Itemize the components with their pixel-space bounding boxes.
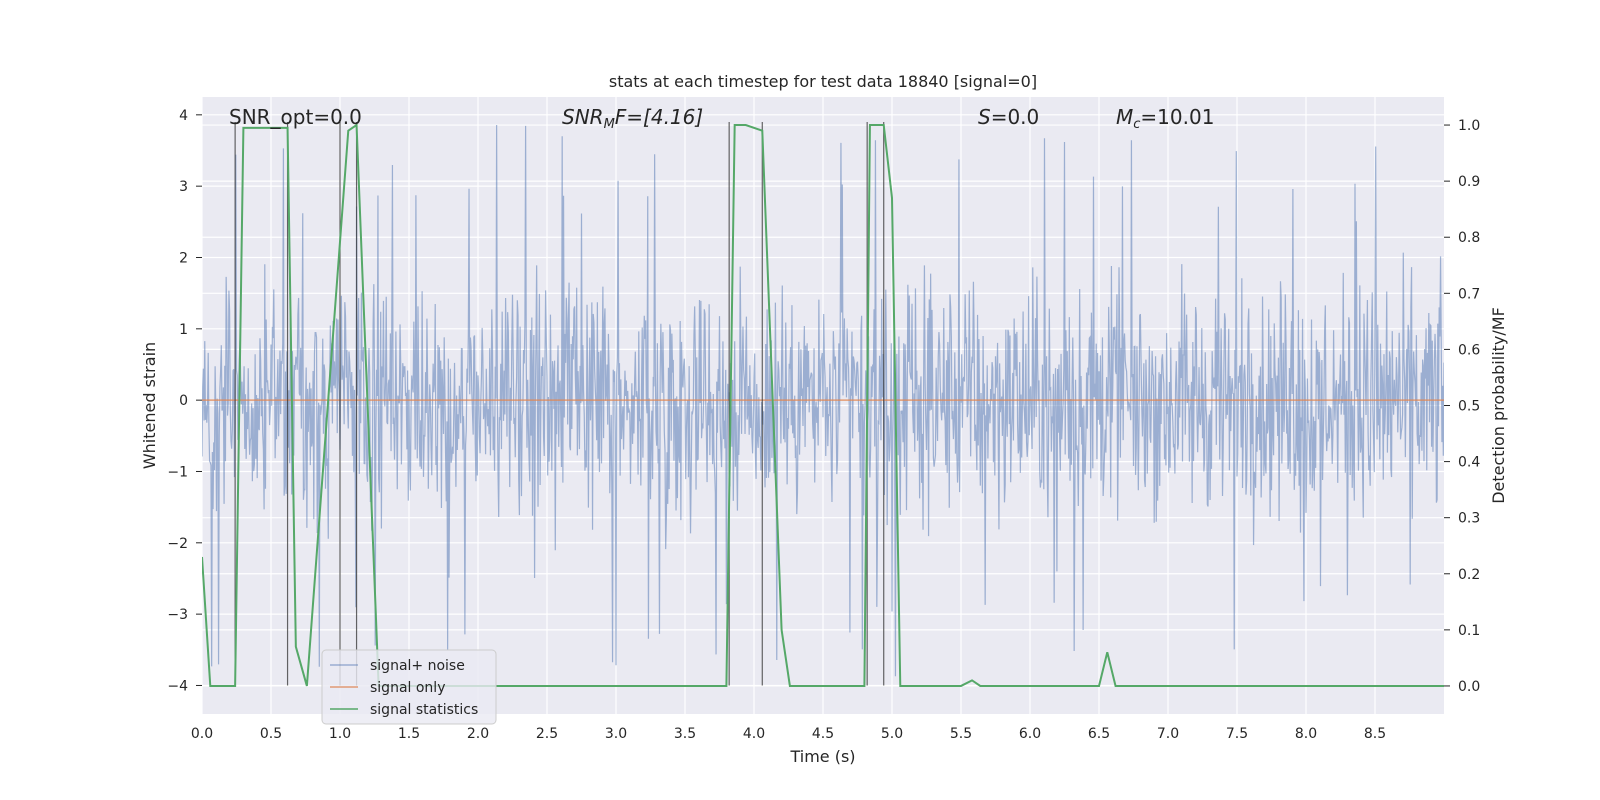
- y-tick-label-right: 0.8: [1458, 230, 1480, 246]
- axis-ticks: 0.0 0.5 1.0 1.5 2.0 2.5 3.0 3.5 4.0 4.5 5.0 5.5 6.0 6…: [167, 108, 1480, 742]
- annotation-mc-rest: =10.01: [1140, 105, 1214, 129]
- legend-label-signal-noise: signal+ noise: [370, 658, 465, 674]
- x-tick-label: 8.5: [1364, 726, 1386, 742]
- x-axis-label: Time (s): [789, 747, 855, 766]
- x-tick-label: 0.0: [191, 726, 213, 742]
- annotation-snr-opt: SNR_opt=0.0: [229, 105, 362, 129]
- annotation-mc: Mc=10.01: [1116, 105, 1214, 132]
- annotation-s-rest: =0.0: [991, 105, 1040, 129]
- x-tick-label: 3.0: [605, 726, 627, 742]
- x-tick-label: 5.0: [881, 726, 903, 742]
- y-tick-label-right: 0.3: [1458, 511, 1480, 527]
- y-tick-label-right: 0.2: [1458, 567, 1480, 583]
- annotation-s: S=0.0: [978, 105, 1039, 129]
- annotation-s-italic: S: [978, 105, 991, 129]
- y-tick-label-left: 0: [179, 393, 188, 409]
- annotation-snr-mf: SNRMF=[4.16]: [562, 105, 703, 132]
- y-tick-label-left: −2: [167, 536, 188, 552]
- y-tick-label-left: 4: [179, 108, 188, 124]
- y-axis-label-right: Detection probability/MF: [1489, 307, 1508, 504]
- signal-noise-line: [202, 125, 1444, 677]
- x-tick-label: 3.5: [674, 726, 696, 742]
- y-tick-label-right: 0.0: [1458, 679, 1480, 695]
- annotation-snr-mf-prefix: SNR: [562, 105, 604, 129]
- y-tick-label-left: −3: [167, 607, 188, 623]
- y-tick-label-left: 1: [179, 322, 188, 338]
- x-tick-label: 4.5: [812, 726, 834, 742]
- signal-noise-series: [202, 125, 1444, 677]
- y-tick-label-left: −4: [167, 678, 188, 694]
- y-tick-label-left: −1: [167, 464, 188, 480]
- annotation-snr-mf-sub: M: [604, 117, 615, 132]
- legend: signal+ noise signal only signal statist…: [321, 649, 497, 725]
- y-tick-label-right: 0.7: [1458, 286, 1480, 302]
- y-axis-label-left: Whitened strain: [140, 342, 159, 469]
- x-tick-label: 1.0: [329, 726, 351, 742]
- x-tick-label: 5.5: [950, 726, 972, 742]
- x-tick-label: 2.0: [467, 726, 489, 742]
- chart-title: stats at each timestep for test data 188…: [609, 72, 1037, 91]
- legend-label-signal-only: signal only: [370, 680, 445, 696]
- y-tick-label-left: 3: [179, 179, 188, 195]
- y-tick-label-left: 2: [179, 250, 188, 266]
- legend-box: [321, 649, 497, 725]
- x-tick-label: 7.5: [1226, 726, 1248, 742]
- x-tick-label: 6.5: [1088, 726, 1110, 742]
- y-tick-label-right: 0.9: [1458, 174, 1480, 190]
- legend-label-signal-statistics: signal statistics: [370, 702, 478, 718]
- x-tick-label: 1.5: [398, 726, 420, 742]
- x-tick-label: 4.0: [743, 726, 765, 742]
- x-tick-label: 7.0: [1157, 726, 1179, 742]
- y-tick-label-right: 1.0: [1458, 118, 1480, 134]
- y-tick-label-right: 0.6: [1458, 342, 1480, 358]
- annotation-mc-italic: M: [1116, 105, 1133, 129]
- y-tick-label-right: 0.5: [1458, 399, 1480, 415]
- plot-area: [202, 121, 1444, 687]
- x-tick-label: 2.5: [536, 726, 558, 742]
- x-tick-label: 6.0: [1019, 726, 1041, 742]
- x-tick-label: 8.0: [1295, 726, 1317, 742]
- x-tick-label: 0.5: [260, 726, 282, 742]
- annotation-snr-mf-rest: F=[4.16]: [615, 105, 703, 129]
- y-tick-label-right: 0.1: [1458, 623, 1480, 639]
- y-tick-label-right: 0.4: [1458, 455, 1480, 471]
- annotation-mc-sub: c: [1133, 117, 1140, 132]
- signal-statistics-series: [202, 123, 1444, 687]
- signal-statistics-line: [202, 123, 1444, 687]
